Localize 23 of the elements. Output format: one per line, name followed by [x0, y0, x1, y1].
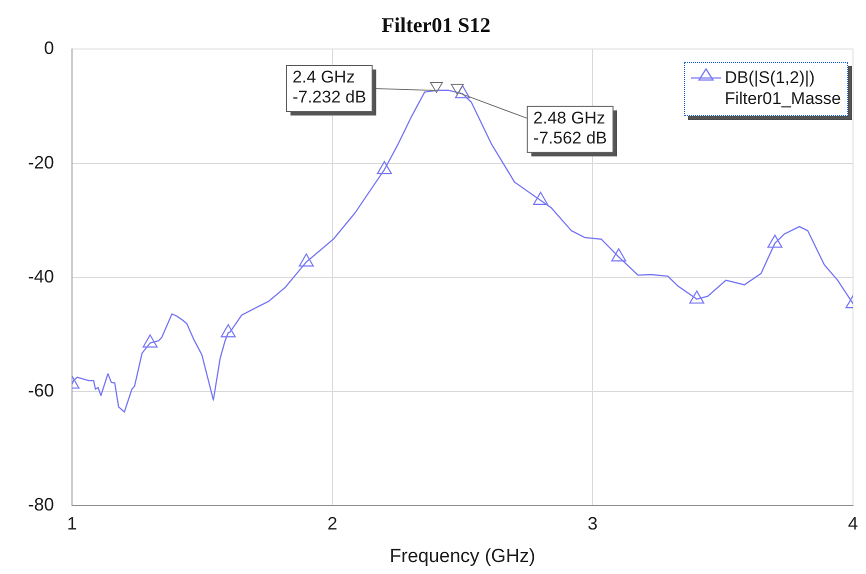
y-tick-label: -40 — [28, 266, 54, 286]
point — [220, 324, 236, 338]
point — [689, 290, 704, 304]
point — [454, 85, 470, 98]
y-tick-label: -20 — [28, 152, 54, 172]
point — [376, 160, 392, 174]
x-axis-title: Frequency (GHz) — [390, 546, 536, 567]
x-tick-label: 2 — [327, 513, 338, 534]
point — [142, 334, 158, 348]
x-tick-label: 3 — [588, 513, 598, 534]
y-tick-label: -60 — [28, 380, 54, 400]
chart-title: Filter01 S12 — [381, 13, 491, 38]
legend-label: DB(|S(1,2)|) Filter01_Masse — [724, 67, 841, 109]
point — [533, 192, 548, 205]
y-tick-label: -80 — [28, 494, 54, 515]
x-tick-label: 1 — [67, 513, 78, 534]
annotation: 2.48 GHz -7.562 dB — [533, 108, 608, 148]
point — [298, 253, 314, 267]
x-tick-label: 4 — [848, 513, 858, 534]
annotation: 2.4 GHz -7.232 dB — [292, 68, 366, 107]
point — [767, 234, 782, 248]
y-tick-label: 0 — [44, 38, 54, 58]
point — [611, 248, 626, 262]
